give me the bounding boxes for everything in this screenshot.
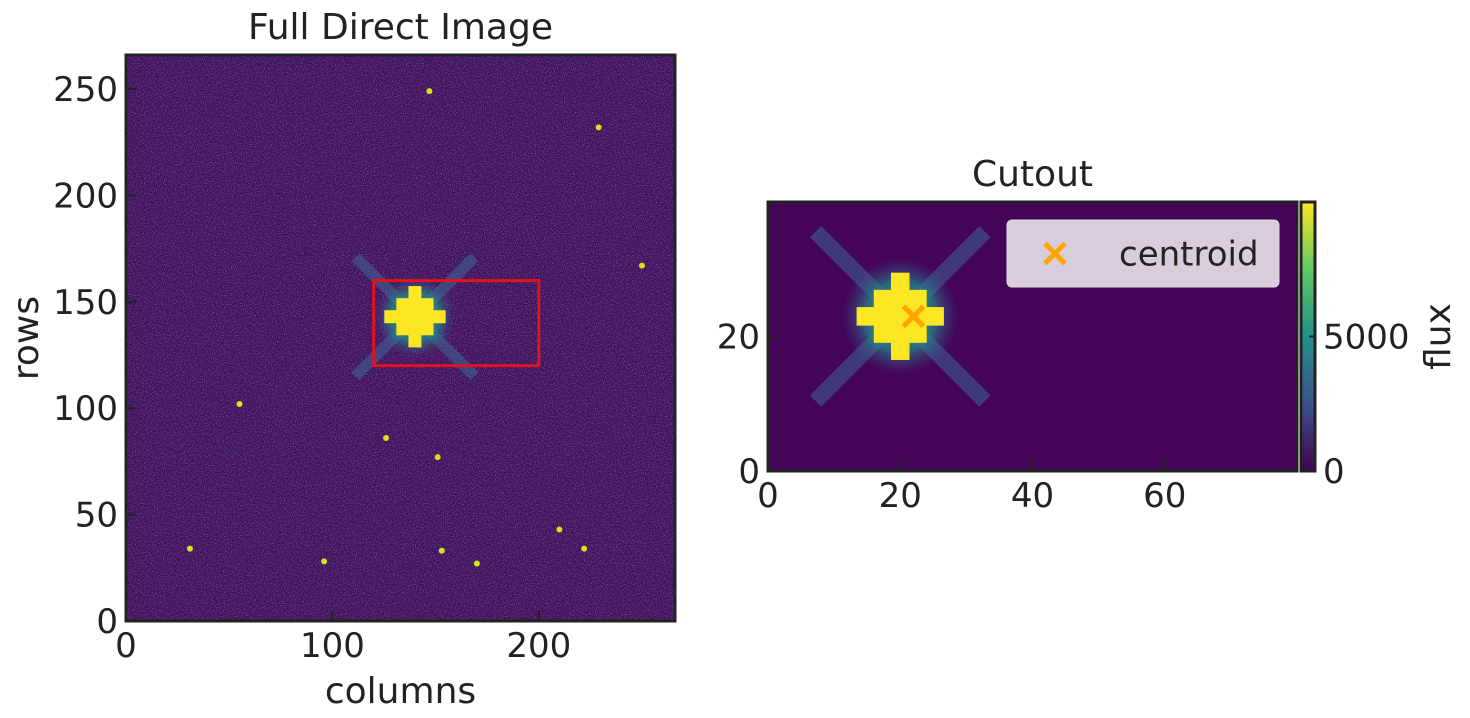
source (434, 454, 441, 461)
y-tick-label: 50 (75, 496, 118, 536)
legend-box (1006, 219, 1280, 288)
x-tick-label: 40 (1011, 476, 1054, 516)
source (186, 545, 193, 552)
source (581, 545, 588, 552)
y-tick-label: 200 (53, 176, 118, 216)
x-axis-label: columns (325, 671, 476, 712)
x-tick-label: 60 (1143, 476, 1186, 516)
star-core-arm (408, 286, 422, 300)
source (438, 547, 445, 554)
x-tick-label: 0 (115, 626, 137, 666)
star-core-arm (384, 310, 398, 324)
star-core-arm (890, 272, 910, 292)
axes-frame (124, 53, 677, 623)
star (809, 226, 991, 407)
source (383, 435, 390, 442)
x-tick-label: 200 (506, 626, 571, 666)
x-tick-label: 20 (879, 476, 922, 516)
star-core-arm (925, 307, 944, 326)
source (473, 560, 480, 567)
y-tick-label: 100 (53, 389, 118, 429)
centroid-marker (901, 304, 926, 329)
axes-title: Cutout (972, 154, 1093, 195)
x-tick-label: 100 (300, 626, 365, 666)
colorbar-label: flux (1418, 303, 1459, 370)
axes-title: Full Direct Image (248, 7, 553, 48)
star-core (873, 289, 927, 343)
y-tick-label: 250 (53, 70, 118, 110)
colorbar-tick-label: 0 (1323, 452, 1345, 492)
y-tick-label: 0 (738, 452, 760, 492)
star-core-arm (856, 307, 876, 326)
star-core-arm (432, 310, 446, 324)
star-core (396, 298, 434, 336)
star-core-arm (408, 334, 422, 348)
source (638, 262, 645, 269)
cutout-box (372, 279, 541, 368)
x-tick-label: 0 (757, 476, 779, 516)
y-tick-label: 0 (96, 602, 118, 642)
source (556, 526, 563, 533)
legend-marker (1043, 241, 1067, 266)
y-tick-label: 20 (717, 318, 760, 358)
legend-label: centroid (1119, 235, 1259, 275)
star (351, 253, 479, 381)
source (321, 558, 328, 565)
y-tick-label: 150 (53, 283, 118, 323)
source (426, 88, 433, 95)
y-axis-label: rows (6, 296, 47, 380)
star-core-arm (890, 341, 910, 360)
source (595, 124, 602, 131)
colorbar-tick-label: 5000 (1323, 318, 1410, 358)
source (236, 400, 243, 407)
